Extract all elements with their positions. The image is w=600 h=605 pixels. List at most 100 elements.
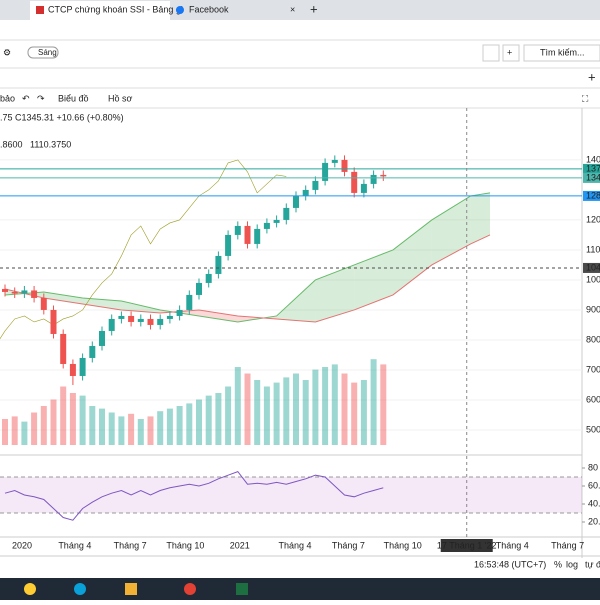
tab[interactable] [30, 1, 170, 20]
taskbar [0, 578, 600, 600]
y-tick-label: 140 [586, 154, 600, 164]
candle-body [215, 255, 222, 274]
tab-title[interactable]: Facebook [189, 4, 229, 14]
cloud-segment [121, 300, 161, 313]
cloud-segment [315, 264, 355, 322]
candle-body [89, 345, 96, 358]
candle-body [137, 318, 144, 322]
candle-body [302, 189, 309, 196]
search-placeholder: Tìm kiếm... [540, 47, 585, 57]
lagging-line [0, 159, 287, 340]
add-button[interactable] [502, 44, 520, 62]
candle-body [50, 309, 57, 334]
volume-bar [322, 367, 329, 445]
y-tick-label: 700 [586, 364, 600, 374]
candle-body [60, 333, 67, 364]
x-tick-label: Tháng 4 [496, 540, 529, 550]
fullscreen[interactable]: ⛶ [581, 93, 589, 103]
x-tick-label: Tháng 7 [114, 540, 147, 550]
price-label: 104 [586, 262, 600, 272]
cloud-segment [431, 195, 471, 265]
new-tab[interactable]: + [310, 1, 318, 16]
undo[interactable]: ↶ [22, 93, 30, 103]
app-icon[interactable] [184, 583, 196, 595]
volume-bar [69, 393, 76, 445]
rsi-tick-label: 80 [588, 462, 598, 472]
volume-bar [263, 386, 270, 445]
price-label: 137 [586, 163, 600, 173]
search-box[interactable] [523, 44, 600, 62]
ichimoku-legend: .8600 [0, 139, 23, 149]
crosshair-box [440, 539, 493, 552]
volume-bar [118, 416, 125, 445]
volume-bar [293, 373, 299, 445]
candle-body [99, 330, 105, 346]
y-tick-label: 120 [586, 214, 600, 224]
y-tick-label: 100 [586, 274, 600, 284]
chart-menu[interactable]: Biểu đồ [58, 93, 89, 103]
y-tick-label: 110 [586, 244, 600, 254]
x-tick-label: Tháng 10 [166, 540, 204, 550]
candle-body [380, 174, 387, 177]
volume-bar [11, 416, 18, 445]
candle-body [360, 183, 367, 193]
toolbar-item[interactable]: bảo [0, 93, 15, 103]
theme-toggle[interactable] [27, 46, 59, 59]
x-tick-label: Tháng 4 [58, 540, 91, 550]
candle-body [176, 309, 183, 316]
redo[interactable]: ↷ [37, 93, 45, 103]
percent-toggle[interactable]: % [554, 559, 562, 569]
x-tick-label: Tháng 4 [279, 540, 312, 550]
auto-toggle[interactable]: tự đ [585, 559, 600, 569]
price-label: 128 [586, 190, 600, 200]
cloud-line [4, 192, 491, 323]
candle-body [166, 315, 173, 319]
y-tick-label: 600 [586, 394, 600, 404]
gear[interactable]: ⚙ [3, 47, 11, 57]
volume-bar [40, 406, 47, 445]
price-pane [0, 155, 582, 445]
volume-bar [166, 408, 173, 445]
candle-body [351, 171, 358, 193]
cloud-segment [199, 309, 238, 322]
candle-body [40, 297, 47, 310]
candle-body [11, 291, 18, 294]
candle-body [312, 180, 319, 190]
rsi-line [4, 471, 384, 521]
x-tick-label: Tháng 7 [551, 540, 584, 550]
app-icon[interactable] [74, 583, 86, 595]
address-bar [0, 20, 600, 40]
y-tick-label: 800 [586, 334, 600, 344]
theme-label: Sáng [38, 48, 57, 57]
price-label-box [583, 163, 600, 174]
close[interactable]: × [290, 4, 295, 14]
volume-bar [60, 386, 67, 445]
volume-bar [244, 373, 251, 445]
app-icon[interactable] [24, 583, 36, 595]
rsi-pane [0, 471, 582, 521]
cloud-line [4, 234, 491, 323]
candle-body [205, 273, 212, 283]
price-label-box [583, 190, 600, 201]
candle-body [157, 318, 164, 325]
volume-bar [225, 386, 232, 445]
volume-bar [234, 367, 241, 445]
y-tick-label: 900 [586, 304, 600, 314]
candle-body [331, 159, 338, 163]
candle-body [293, 195, 299, 208]
volume-bar [196, 399, 202, 445]
volume-bar [2, 419, 8, 445]
x-tick-label: Tháng 7 [332, 540, 365, 550]
log-toggle[interactable]: log [566, 559, 578, 569]
volume-bar [50, 399, 57, 445]
profile-menu[interactable]: Hồ sơ [108, 93, 133, 103]
add-chart[interactable]: + [588, 69, 596, 84]
volume-bar [312, 369, 319, 445]
app-icon[interactable] [236, 583, 248, 595]
app-icon[interactable] [125, 583, 137, 595]
volume-bar [99, 408, 105, 445]
volume-bar [302, 380, 309, 445]
grid-button[interactable] [482, 44, 500, 62]
cloud-segment [470, 192, 490, 244]
